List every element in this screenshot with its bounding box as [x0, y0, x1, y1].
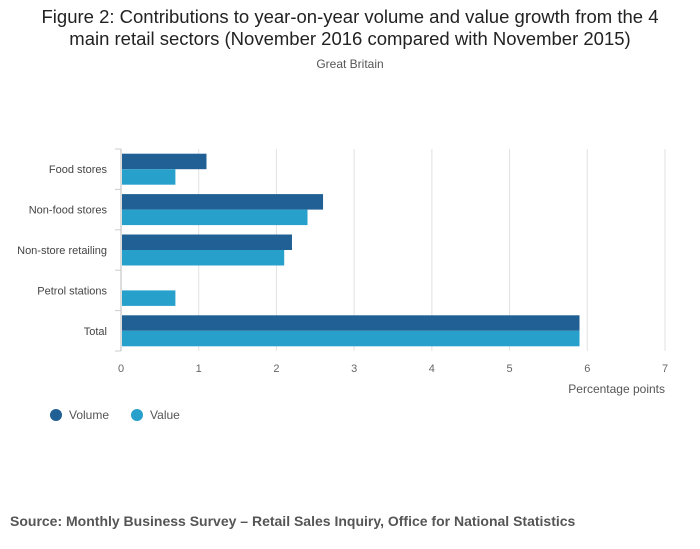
bar-value-4[interactable]: [122, 330, 580, 347]
source-note: Source: Monthly Business Survey – Retail…: [10, 513, 576, 529]
bar-value-1[interactable]: [122, 209, 308, 226]
category-label: Non-store retailing: [17, 245, 107, 257]
legend-item-value[interactable]: Value: [131, 408, 180, 422]
bars: [122, 153, 580, 347]
x-tick-label: 4: [429, 363, 435, 375]
bar-volume-4[interactable]: [122, 315, 580, 331]
category-label: Petrol stations: [37, 285, 107, 297]
legend-dot-value: [131, 409, 144, 421]
x-tick-label: 5: [507, 363, 513, 375]
legend-label-volume: Volume: [69, 408, 110, 422]
chart-title: Figure 2: Contributions to year-on-year …: [41, 6, 659, 49]
x-tick-label: 1: [196, 363, 202, 375]
category-label: Total: [84, 326, 107, 338]
legend-dot-volume: [50, 409, 62, 421]
bar-volume-2[interactable]: [122, 234, 292, 251]
x-axis-label: Percentage points: [568, 382, 665, 396]
bar-chart: Food stores Non-food stores Non-store reta…: [17, 148, 668, 396]
chart-subtitle: Great Britain: [316, 57, 384, 71]
x-tick-label: 3: [351, 363, 357, 375]
legend-item-volume[interactable]: Volume: [50, 408, 109, 422]
x-tick-label: 6: [584, 363, 590, 375]
x-tick-label: 0: [118, 363, 124, 375]
bar-volume-1[interactable]: [122, 194, 324, 210]
x-tick-label: 7: [662, 363, 668, 375]
x-tick-labels: 0 1 2 3 4 5 6 7: [118, 363, 668, 375]
x-tick-label: 2: [273, 363, 279, 375]
category-label: Food stores: [49, 164, 108, 176]
bar-value-0[interactable]: [122, 169, 176, 185]
legend-label-value: Value: [150, 408, 180, 422]
bar-value-3[interactable]: [122, 290, 176, 306]
bar-volume-0[interactable]: [122, 153, 207, 170]
legend: Volume Value: [50, 408, 202, 422]
category-labels: Food stores Non-food stores Non-store reta…: [17, 164, 107, 338]
bar-value-2[interactable]: [122, 250, 285, 266]
category-label: Non-food stores: [29, 205, 108, 217]
